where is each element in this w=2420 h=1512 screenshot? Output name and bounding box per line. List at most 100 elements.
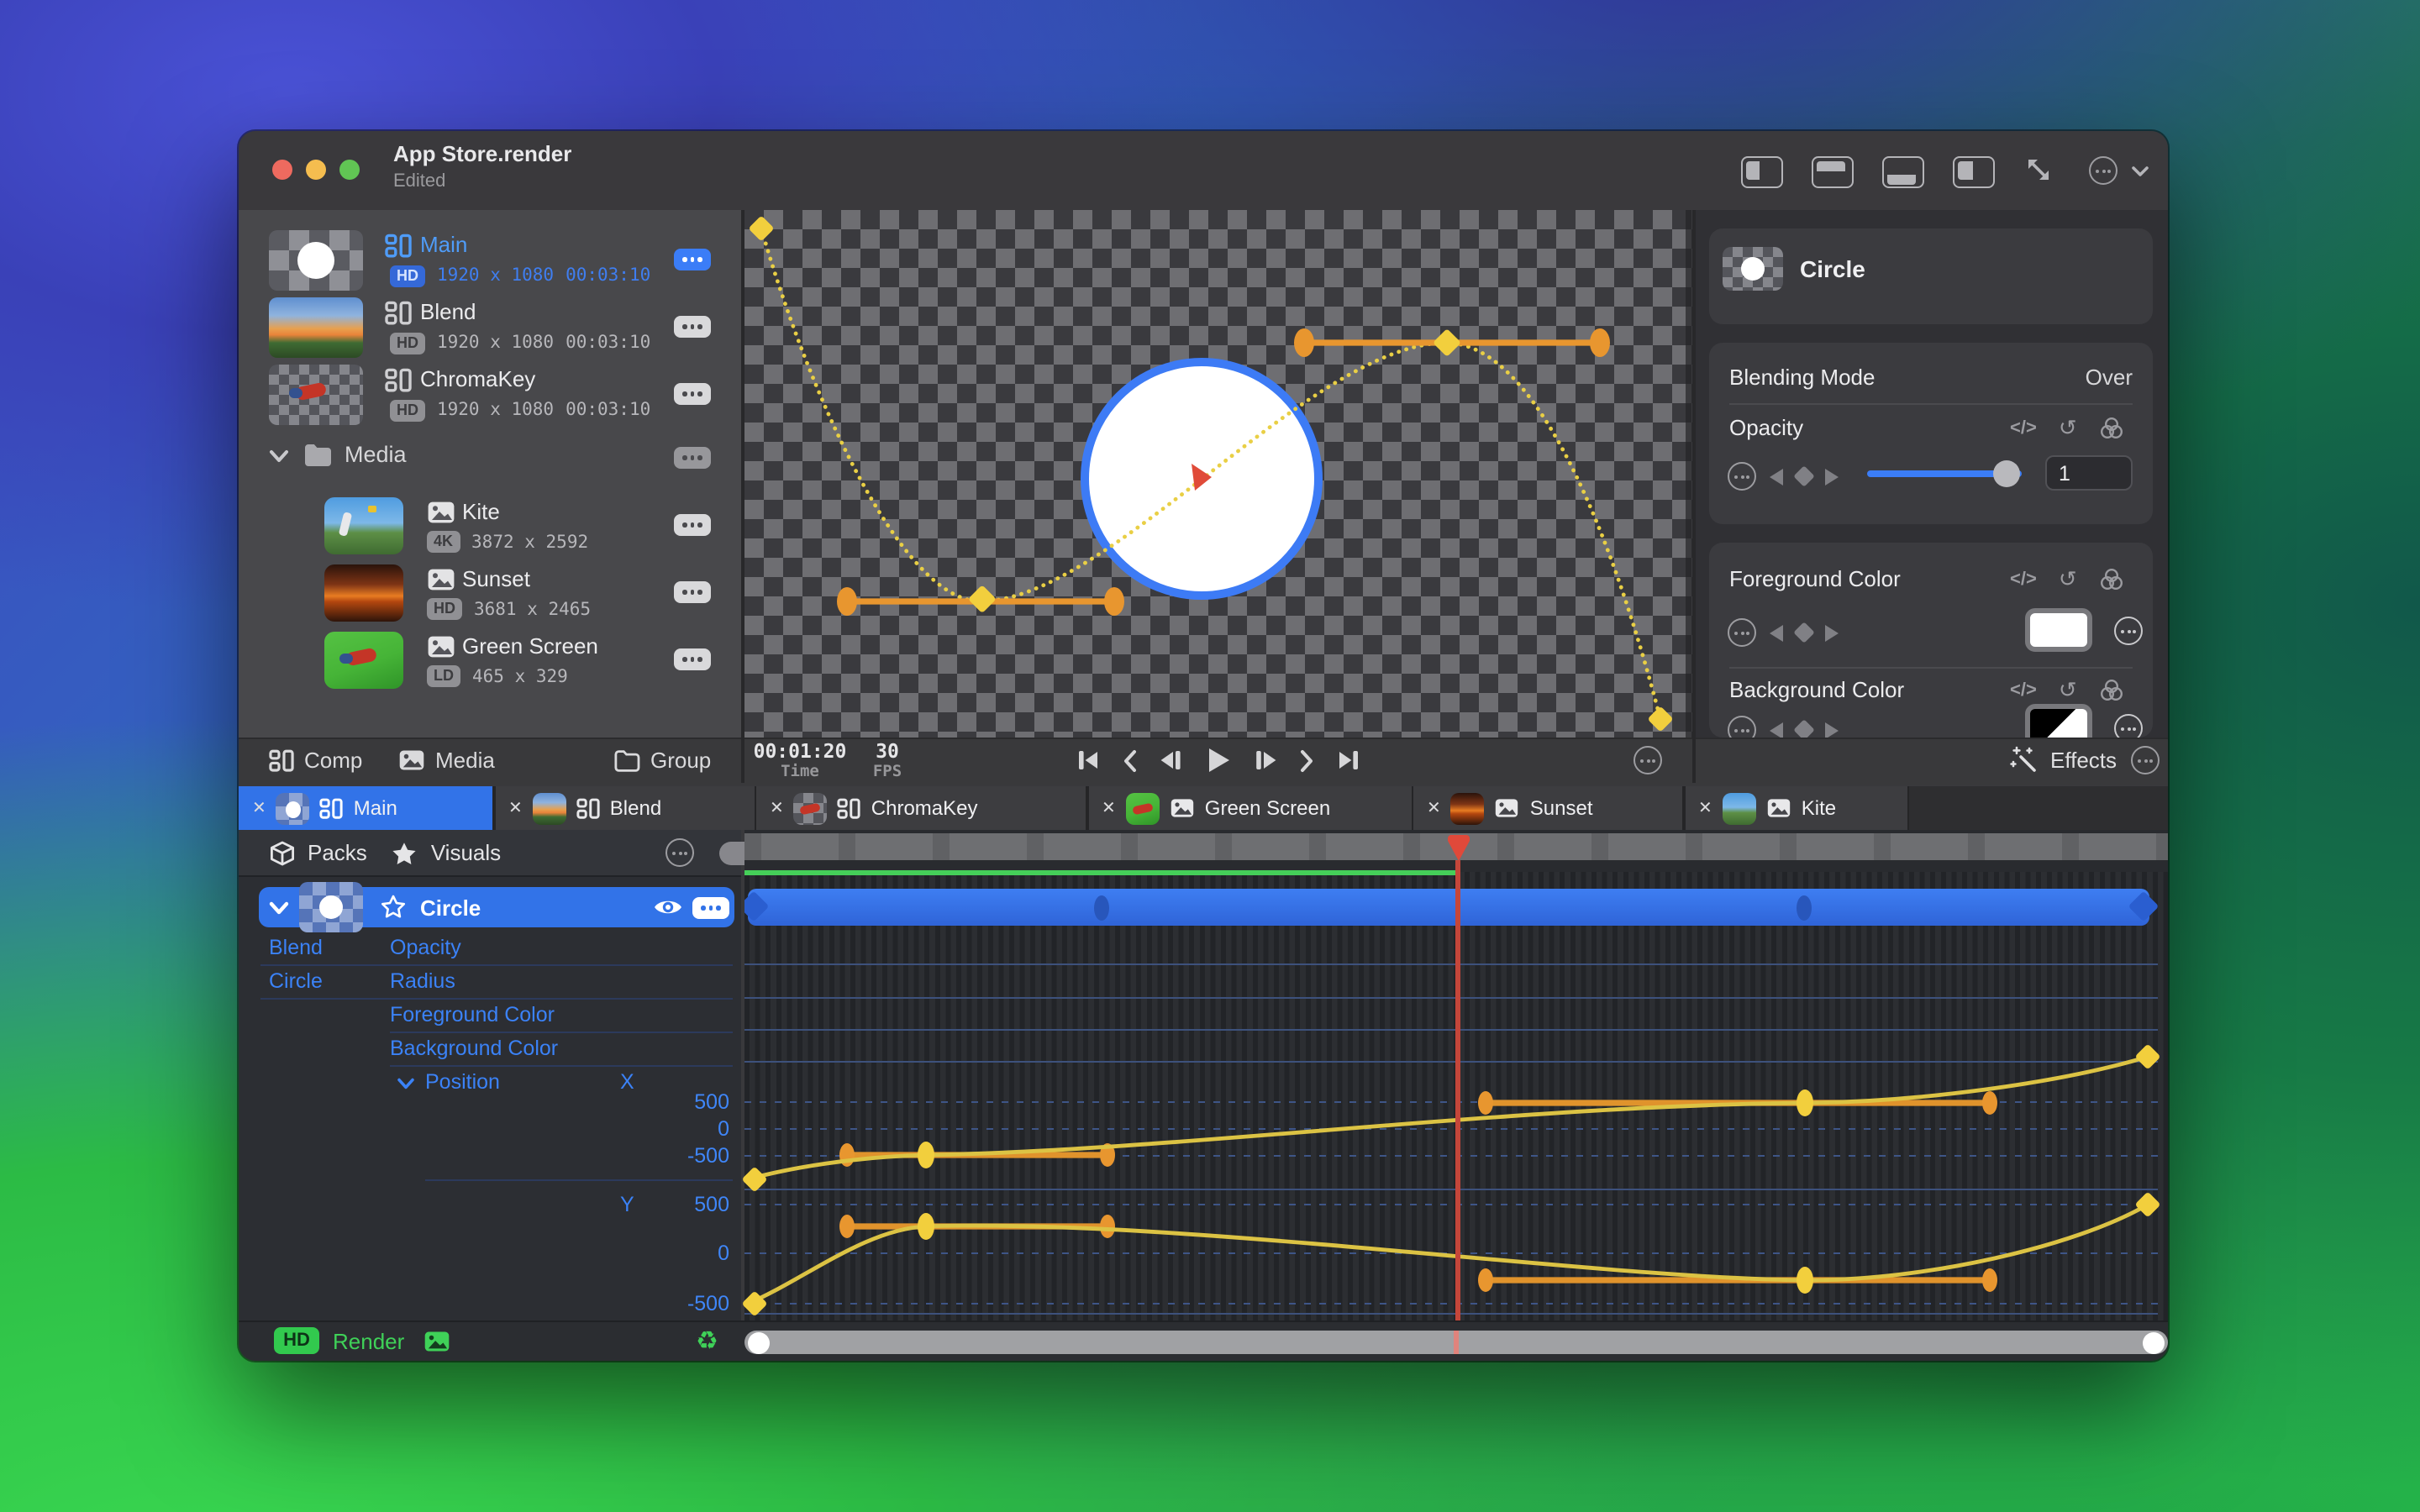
track-marker[interactable] [1797, 895, 1812, 920]
prev-keyframe-icon[interactable] [1770, 468, 1783, 485]
blend-circles-icon[interactable] [2099, 417, 2124, 440]
playhead-handle[interactable] [1445, 833, 1472, 862]
options-icon[interactable] [1728, 462, 1756, 491]
visibility-eye-icon[interactable] [652, 895, 684, 919]
options-icon[interactable] [1728, 618, 1756, 647]
play-icon[interactable] [1205, 746, 1232, 774]
next-keyframe-icon[interactable] [1300, 748, 1315, 772]
reset-icon[interactable]: ↺ [2058, 677, 2077, 702]
property-radius[interactable]: Radius [390, 969, 455, 993]
doc-tab-sunset[interactable]: ✕ Sunset [1413, 786, 1682, 830]
scrollbar-left-knob[interactable] [748, 1331, 770, 1353]
chevron-down-icon[interactable] [397, 1077, 415, 1090]
position-x-curve[interactable] [747, 1054, 2149, 1182]
close-tab-icon[interactable]: ✕ [1102, 799, 1116, 817]
effects-options-icon[interactable] [2131, 746, 2160, 774]
expression-icon[interactable]: </> [2010, 570, 2037, 590]
blending-mode-value[interactable]: Over [2085, 365, 2133, 390]
prev-keyframe-icon[interactable] [1770, 722, 1783, 738]
comp-options-icon[interactable] [674, 249, 711, 270]
timeline-zoom-scrollbar[interactable] [744, 1331, 2168, 1354]
visuals-tab[interactable]: Visuals [430, 840, 502, 865]
keyframes[interactable] [741, 1043, 2160, 1316]
comp-item-chromakey[interactable]: ChromaKey HD 1920 x 1080 00:03:10 [239, 361, 741, 428]
opacity-value-field[interactable]: 1 [2045, 455, 2133, 491]
expression-icon[interactable]: </> [2010, 418, 2037, 438]
close-tab-icon[interactable]: ✕ [770, 799, 784, 817]
track-marker[interactable] [1094, 895, 1109, 920]
close-tab-icon[interactable]: ✕ [1698, 799, 1712, 817]
keyframe-diamond[interactable] [968, 585, 997, 613]
opacity-slider-knob[interactable] [1993, 460, 2020, 487]
media-options-icon[interactable] [674, 648, 711, 670]
position-y-curve[interactable] [747, 1202, 2149, 1306]
prev-keyframe-icon[interactable] [1770, 624, 1783, 641]
toggle-right-sidebar-icon[interactable] [1953, 156, 1995, 188]
timeline-scrollbar-stub[interactable] [719, 842, 746, 865]
timecode-display[interactable]: 00:01:20 Time [751, 740, 849, 781]
chevron-down-icon[interactable] [269, 900, 289, 916]
property-foreground-color[interactable]: Foreground Color [390, 1003, 555, 1026]
fps-display[interactable]: 30 FPS [860, 740, 914, 781]
folder-options-icon[interactable] [674, 447, 711, 469]
close-tab-icon[interactable]: ✕ [508, 799, 523, 817]
blend-circles-icon[interactable] [2099, 568, 2124, 591]
opacity-slider-track[interactable] [1867, 470, 2022, 477]
keyframe-curves[interactable] [741, 872, 2168, 1327]
comp-options-icon[interactable] [674, 383, 711, 405]
add-keyframe-icon[interactable] [1793, 465, 1815, 487]
reset-icon[interactable]: ↺ [2058, 415, 2077, 440]
media-item-sunset[interactable]: Sunset HD 3681 x 2465 [239, 559, 741, 627]
next-keyframe-icon[interactable] [1825, 722, 1839, 738]
canvas-options-icon[interactable] [1634, 746, 1662, 774]
motion-path[interactable] [759, 226, 1663, 722]
media-options-icon[interactable] [674, 514, 711, 536]
layer-header-card[interactable] [1709, 228, 2153, 324]
property-opacity[interactable]: Opacity [390, 936, 461, 959]
chevron-down-icon[interactable] [269, 449, 289, 464]
doc-tab-chromakey[interactable]: ✕ ChromaKey [756, 786, 1086, 830]
doc-tab-kite[interactable]: ✕ Kite [1685, 786, 1907, 830]
media-folder-header[interactable]: Media [239, 433, 741, 484]
comp-item-main[interactable]: Main HD 1920 x 1080 00:03:10 [239, 227, 741, 294]
sidebar-tab-media[interactable]: Media [398, 748, 495, 773]
window-menu-icon[interactable] [2089, 156, 2118, 185]
skip-to-end-icon[interactable] [1336, 748, 1361, 773]
keyframe-handle-bar[interactable] [1294, 328, 1610, 357]
timeline-panel-options-icon[interactable] [666, 838, 694, 867]
doc-tab-blend[interactable]: ✕ Blend [495, 786, 754, 830]
title-bar[interactable] [239, 131, 2168, 212]
motion-path-overlay[interactable] [744, 210, 1692, 738]
reset-icon[interactable]: ↺ [2058, 566, 2077, 591]
effects-button[interactable]: Effects [2010, 746, 2117, 774]
property-position[interactable]: Position [425, 1070, 500, 1094]
foreground-options-icon[interactable] [2114, 617, 2143, 645]
step-back-icon[interactable] [1159, 748, 1184, 773]
expression-icon[interactable]: </> [2010, 680, 2037, 701]
property-background-color[interactable]: Background Color [390, 1037, 559, 1060]
next-keyframe-icon[interactable] [1825, 468, 1839, 485]
foreground-color-swatch[interactable] [2025, 608, 2092, 652]
recycle-icon[interactable]: ♻ [696, 1327, 718, 1356]
close-tab-icon[interactable]: ✕ [1427, 799, 1441, 817]
minimize-window-button[interactable] [306, 160, 326, 180]
render-quality-badge[interactable]: HD [274, 1327, 319, 1354]
zoom-window-button[interactable] [339, 160, 360, 180]
comp-options-icon[interactable] [674, 316, 711, 338]
previous-keyframe-icon[interactable] [1122, 748, 1137, 772]
blend-circles-icon[interactable] [2099, 679, 2124, 702]
keyframe-handle-bar[interactable] [837, 585, 1124, 616]
layer-duration-bar[interactable] [744, 889, 2160, 926]
next-keyframe-icon[interactable] [1825, 624, 1839, 641]
canvas-scrollbar[interactable] [1686, 210, 1692, 738]
layer-options-icon[interactable] [692, 897, 729, 919]
add-keyframe-icon[interactable] [1793, 622, 1815, 643]
media-options-icon[interactable] [674, 581, 711, 603]
sidebar-tab-comp[interactable]: Comp [269, 748, 362, 773]
toggle-top-panel-icon[interactable] [1812, 156, 1854, 188]
render-image-icon[interactable] [424, 1331, 450, 1352]
step-forward-icon[interactable] [1253, 748, 1278, 773]
doc-tab-main[interactable]: ✕ Main [239, 786, 492, 830]
path-start-keyframe[interactable] [748, 215, 774, 241]
scrollbar-right-knob[interactable] [2143, 1331, 2165, 1353]
